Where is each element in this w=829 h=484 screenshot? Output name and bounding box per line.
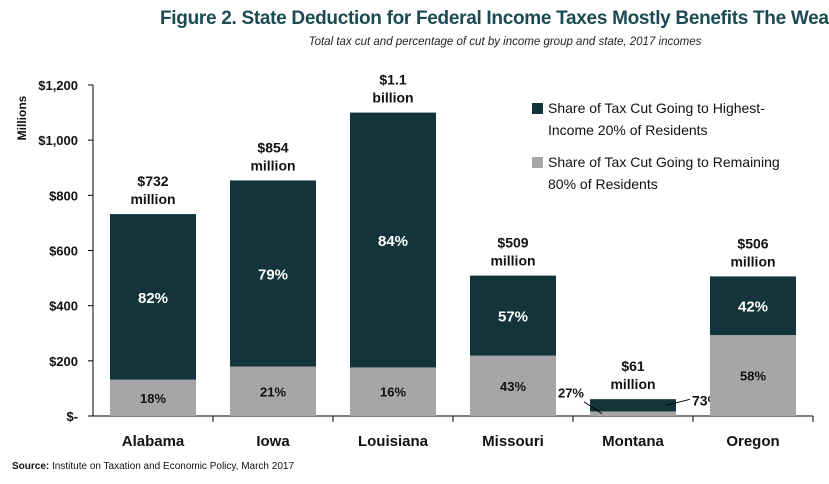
chart-title: Figure 2. State Deduction for Federal In… bbox=[160, 8, 829, 29]
bar-segment-remaining-80 bbox=[710, 335, 796, 416]
bottom-share-label: 43% bbox=[500, 379, 526, 394]
source-label: Source: bbox=[12, 461, 50, 472]
bottom-share-label: 27% bbox=[558, 386, 584, 401]
bar-segment-remaining-80 bbox=[350, 367, 436, 416]
bar-segment-remaining-80 bbox=[590, 411, 676, 416]
bar-total-unit-label: million bbox=[130, 191, 175, 207]
bar-segment-top-20 bbox=[710, 276, 796, 336]
legend-label-top-20: Share of Tax Cut Going to Highest- bbox=[548, 100, 765, 116]
bar-total-unit-label: million bbox=[730, 253, 775, 269]
bar-segment-top-20 bbox=[470, 275, 556, 356]
x-category-label: Iowa bbox=[256, 433, 290, 450]
bar-segment-remaining-80 bbox=[230, 366, 316, 416]
bar-segment-top-20 bbox=[590, 399, 676, 412]
y-tick-label: $1,000 bbox=[38, 133, 78, 148]
bottom-share-label: 16% bbox=[380, 385, 406, 400]
legend-label-top-20: Income 20% of Residents bbox=[548, 122, 708, 138]
legend-swatch-top-20 bbox=[532, 103, 543, 114]
bar-segment-remaining-80 bbox=[110, 379, 196, 416]
y-tick-label: $600 bbox=[49, 244, 78, 259]
y-tick-label: $200 bbox=[49, 354, 78, 369]
bar-total-label: $732 bbox=[137, 173, 168, 189]
bar-segment-top-20 bbox=[350, 112, 436, 368]
bar-total-label: $61 bbox=[621, 358, 645, 374]
top-share-label: 42% bbox=[738, 299, 768, 316]
bottom-share-label: 21% bbox=[260, 384, 286, 399]
y-tick-label: $800 bbox=[49, 188, 78, 203]
x-category-label: Louisiana bbox=[358, 433, 429, 450]
bar-total-label: $506 bbox=[737, 235, 768, 251]
bar-segment-top-20 bbox=[110, 214, 196, 380]
chart-subtitle: Total tax cut and percentage of cut by i… bbox=[308, 36, 702, 48]
source-text: Institute on Taxation and Economic Polic… bbox=[52, 461, 295, 472]
x-category-label: Missouri bbox=[482, 433, 544, 450]
top-share-label: 82% bbox=[138, 290, 168, 307]
bottom-share-callout-line bbox=[583, 401, 603, 415]
bar-total-unit-label: million bbox=[610, 376, 655, 392]
source-note: Source: Institute on Taxation and Econom… bbox=[12, 461, 294, 472]
legend-label-remaining-80: Share of Tax Cut Going to Remaining bbox=[548, 154, 780, 170]
bar-total-unit-label: billion bbox=[372, 90, 413, 106]
top-share-label: 79% bbox=[258, 266, 288, 283]
y-axis-title: Millions bbox=[15, 95, 29, 140]
x-category-label: Alabama bbox=[122, 433, 185, 450]
bottom-share-label: 58% bbox=[740, 369, 766, 384]
top-share-label: 57% bbox=[498, 309, 528, 326]
bar-segment-top-20 bbox=[230, 180, 316, 367]
y-tick-label: $1,200 bbox=[38, 78, 78, 93]
x-category-label: Oregon bbox=[726, 433, 779, 450]
legend-label-remaining-80: 80% of Residents bbox=[548, 176, 658, 192]
top-share-label: 84% bbox=[378, 233, 408, 250]
bar-total-label: $1.1 bbox=[379, 72, 406, 88]
bar-total-unit-label: million bbox=[490, 253, 535, 269]
x-category-label: Montana bbox=[602, 433, 664, 450]
y-tick-label: $- bbox=[66, 409, 78, 424]
bar-segment-remaining-80 bbox=[470, 355, 556, 416]
legend-swatch-remaining-80 bbox=[532, 157, 543, 168]
y-tick-label: $400 bbox=[49, 299, 78, 314]
bottom-share-label: 18% bbox=[140, 391, 166, 406]
top-share-callout-line bbox=[665, 398, 691, 406]
bar-total-unit-label: million bbox=[250, 157, 295, 173]
bar-total-label: $509 bbox=[497, 235, 528, 251]
bar-total-label: $854 bbox=[257, 139, 288, 155]
